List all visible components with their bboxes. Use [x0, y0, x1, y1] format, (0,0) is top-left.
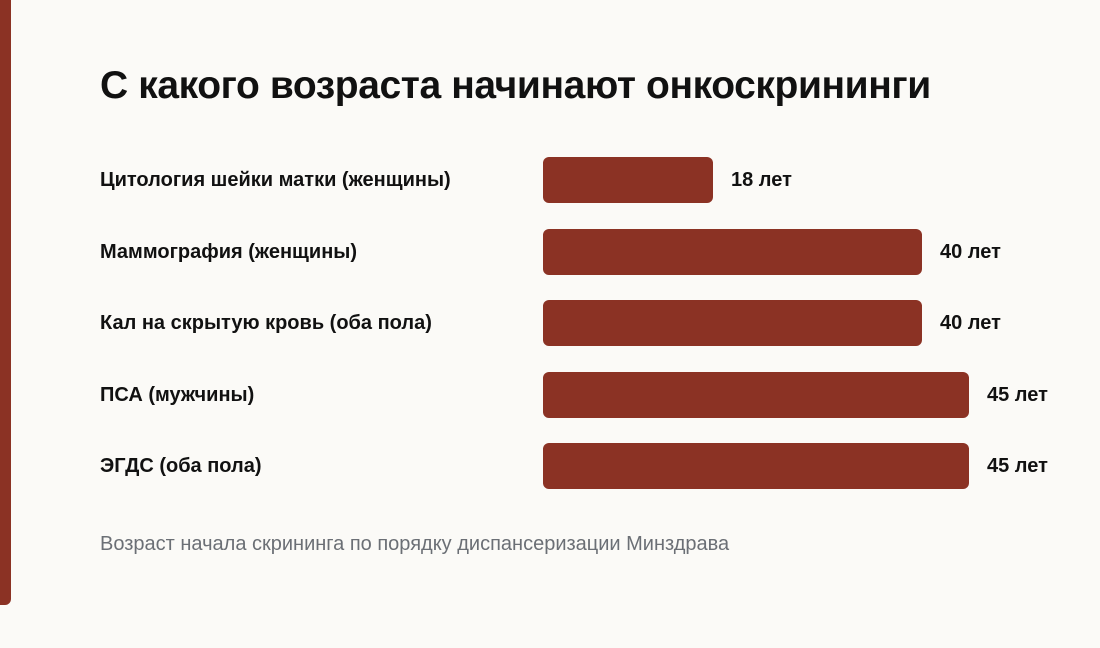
bar	[543, 443, 969, 489]
chart-title: С какого возраста начинают онкоскрининги	[100, 64, 931, 107]
chart-row: Цитология шейки матки (женщины) 18 лет	[0, 157, 1100, 203]
value-label: 40 лет	[940, 240, 1001, 263]
chart-row: ЭГДС (оба пола) 45 лет	[0, 443, 1100, 489]
accent-stripe	[0, 0, 11, 605]
bar	[543, 300, 922, 346]
chart-row: Маммография (женщины) 40 лет	[0, 228, 1100, 275]
bar	[543, 371, 969, 418]
category-label: Маммография (женщины)	[100, 240, 358, 263]
category-label: ПСА (мужчины)	[100, 383, 255, 406]
chart-row: ПСА (мужчины) 45 лет	[0, 371, 1100, 418]
value-label: 40 лет	[940, 312, 1001, 334]
value-label: 45 лет	[987, 383, 1048, 406]
value-label: 45 лет	[987, 455, 1048, 477]
chart-footnote: Возраст начала скрининга по порядку дисп…	[100, 533, 730, 555]
chart-row: Кал на скрытую кровь (оба пола) 40 лет	[0, 300, 1100, 346]
category-label: Цитология шейки матки (женщины)	[100, 169, 451, 191]
category-label: Кал на скрытую кровь (оба пола)	[100, 312, 432, 334]
value-label: 18 лет	[731, 169, 792, 191]
bar	[543, 157, 713, 203]
category-label: ЭГДС (оба пола)	[100, 455, 262, 477]
bar	[543, 228, 922, 275]
